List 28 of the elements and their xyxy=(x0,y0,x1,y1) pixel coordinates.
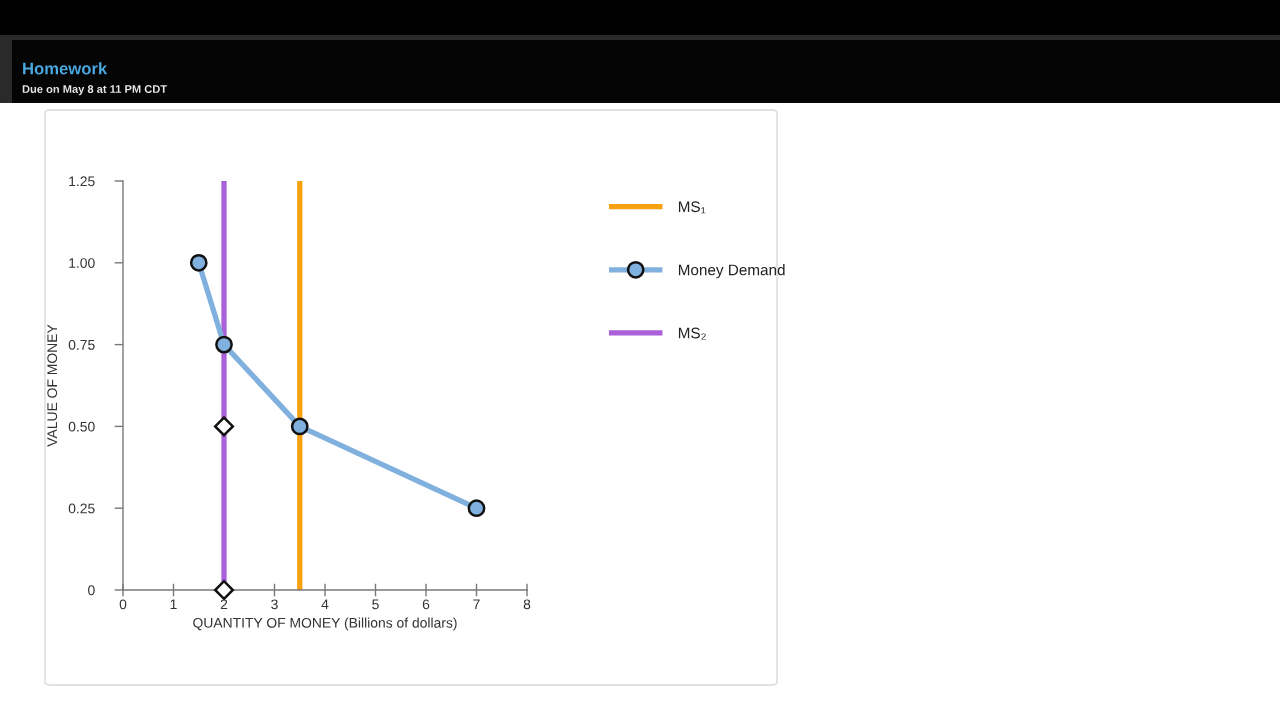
x-tick-label: 4 xyxy=(321,599,329,610)
chart-title: Homework xyxy=(23,62,108,75)
y-tick-label: 0 xyxy=(88,585,95,596)
y-tick-label: 0.50 xyxy=(68,421,95,432)
x-tick-label: 8 xyxy=(523,599,531,610)
point xyxy=(290,417,309,436)
x-tick-label: 2 xyxy=(220,599,228,610)
point xyxy=(213,416,235,437)
legend-label: Money Demand xyxy=(678,264,785,279)
x-tick-label: 7 xyxy=(473,599,480,610)
point xyxy=(467,499,486,518)
x-tick-label: 1 xyxy=(170,599,177,610)
y-axis-title: VALUE OF MONEY xyxy=(47,324,58,447)
x-tick-label: 5 xyxy=(372,599,379,610)
x-tick-label: 0 xyxy=(119,599,127,610)
point xyxy=(189,253,208,272)
point xyxy=(213,579,235,601)
y-tick-label: 1.00 xyxy=(69,258,95,268)
y-tick-label: 1.25 xyxy=(69,176,95,187)
chart-subtitle: Due on May 8 at 11 PM CDT xyxy=(22,85,167,96)
x-tick-label: 3 xyxy=(271,599,278,610)
legend-label: MS₁ xyxy=(678,201,706,214)
x-tick-label: 6 xyxy=(422,599,430,610)
legend-label: MS₂ xyxy=(678,327,706,340)
y-tick-label: 0.75 xyxy=(68,339,95,350)
point xyxy=(215,335,233,354)
y-tick-label: 0.25 xyxy=(68,503,95,514)
x-axis-title: QUANTITY OF MONEY (Billions of dollars) xyxy=(193,617,457,631)
